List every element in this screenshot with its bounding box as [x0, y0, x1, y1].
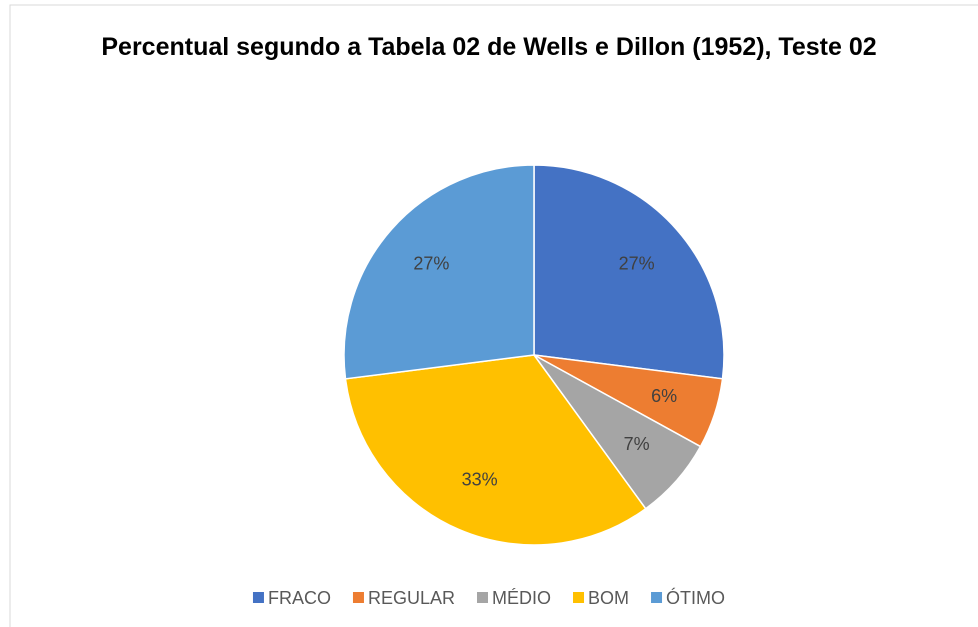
legend-swatch: [651, 592, 663, 603]
legend-swatch: [477, 592, 488, 603]
pie-slice: [533, 164, 725, 380]
data-label: 33%: [462, 469, 498, 489]
legend-label: BOM: [588, 588, 629, 608]
chart-title: Percentual segundo a Tabela 02 de Wells …: [101, 33, 877, 61]
legend-label: ÓTIMO: [666, 587, 725, 608]
pie-slice: [344, 354, 647, 546]
legend-label: FRACO: [268, 588, 331, 608]
legend-swatch: [573, 592, 585, 603]
legend-swatch: [352, 592, 364, 603]
data-label: 7%: [624, 434, 650, 454]
pie-slice: [343, 164, 535, 380]
data-label: 6%: [651, 386, 677, 406]
legend-label: REGULAR: [368, 588, 455, 608]
data-label: 27%: [619, 253, 655, 273]
legend-swatch: [252, 592, 264, 603]
chart-border: [9, 4, 978, 627]
data-label: 27%: [413, 253, 449, 273]
legend-label: MÉDIO: [492, 588, 551, 608]
